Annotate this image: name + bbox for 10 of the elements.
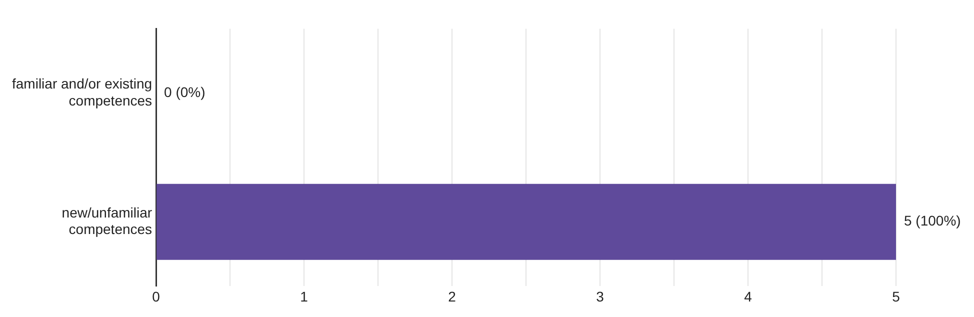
x-tick-label: 0	[152, 288, 160, 304]
y-tick-label: new/unfamiliar competences	[62, 204, 152, 238]
x-tick-label: 3	[596, 288, 604, 304]
x-tick-label: 1	[300, 288, 308, 304]
x-tick-label: 4	[744, 288, 752, 304]
x-tick-label: 5	[892, 288, 900, 304]
y-tick-label: familiar and/or existing competences	[12, 76, 152, 108]
data-label: 5 (100%)	[904, 212, 961, 229]
x-tick-label: 2	[448, 288, 456, 304]
data-label: 0 (0%)	[164, 84, 206, 100]
